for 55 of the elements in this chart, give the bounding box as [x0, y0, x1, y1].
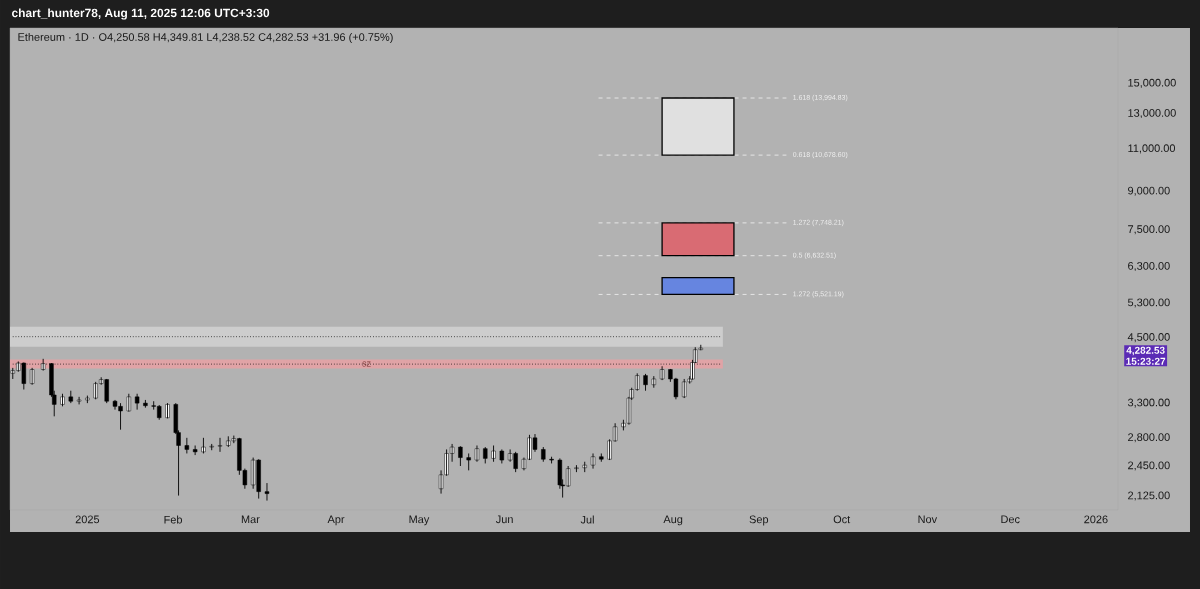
candlestick: [184, 437, 190, 454]
x-tick-label: 2026: [1084, 515, 1108, 524]
candlestick: [165, 402, 170, 419]
candlestick: [590, 453, 596, 470]
y-tick-label: 6,300.00: [1128, 262, 1170, 272]
x-tick-label: Jun: [495, 515, 513, 524]
candlestick: [209, 443, 214, 451]
x-tick-label: May: [409, 515, 430, 526]
y-tick-label: 15,000.00: [1128, 78, 1176, 88]
candlestick: [491, 445, 496, 463]
candlestick: [574, 464, 579, 473]
y-tick-label: 7,500.00: [1128, 225, 1170, 235]
x-tick-label: Dec: [1001, 515, 1020, 524]
candlestick: [126, 393, 132, 413]
y-tick-label: 11,000.00: [1128, 144, 1176, 154]
x-tick-label: Oct: [833, 515, 851, 524]
candlestick: [483, 446, 488, 464]
candlestick: [499, 448, 505, 464]
candlestick: [599, 453, 604, 463]
y-tick-label: 5,300.00: [1127, 298, 1170, 308]
text: 4,282.53: [1126, 346, 1165, 356]
y-tick-label: 2,125.00: [1128, 491, 1170, 501]
candlestick: [582, 461, 587, 473]
candlestick: [60, 393, 65, 407]
candlestick: [264, 482, 270, 502]
x-tick-label: Nov: [918, 515, 938, 524]
candlestick: [643, 373, 648, 392]
x-tick-label: Mar: [241, 515, 260, 524]
candlestick: [143, 399, 148, 409]
x-tick-label: Aug: [663, 515, 683, 526]
candlestick: [466, 453, 471, 471]
y-tick-label: 9,000.00: [1128, 186, 1170, 196]
x-tick-label: Feb: [164, 515, 183, 524]
candlestick: [541, 446, 546, 463]
chart-title: Ethereum · 1D · O4,250.58 H4,349.81 L4,238.52 C4,282.53 +31.96 (+0.75%): [18, 32, 393, 44]
text: 15:23:27: [1126, 357, 1166, 365]
x-tick-label: Jul: [580, 515, 594, 524]
y-tick-label: 3,300.00: [1127, 398, 1170, 408]
y-tick-label: 13,000.00: [1128, 109, 1176, 119]
candlestick: [549, 456, 554, 464]
candlestick: [217, 437, 223, 453]
candlestick: [651, 375, 656, 389]
x-tick-label: Sep: [749, 515, 769, 526]
y-tick-label: 2,800.00: [1128, 433, 1170, 443]
x-tick-label: 2025: [75, 515, 100, 524]
x-tick-label: Apr: [327, 515, 345, 526]
text: chart_hunter78, Aug 11, 2025 12:06 UTC+3:30: [12, 8, 270, 20]
y-tick-label: 2,450.00: [1128, 461, 1170, 471]
y-tick-label: 4,500.00: [1127, 333, 1170, 343]
candlestick: [201, 437, 206, 454]
candlestick: [76, 396, 82, 405]
candlestick: [458, 445, 463, 467]
candlestick: [68, 390, 73, 404]
candlestick: [474, 445, 480, 463]
candlestick: [85, 395, 90, 404]
